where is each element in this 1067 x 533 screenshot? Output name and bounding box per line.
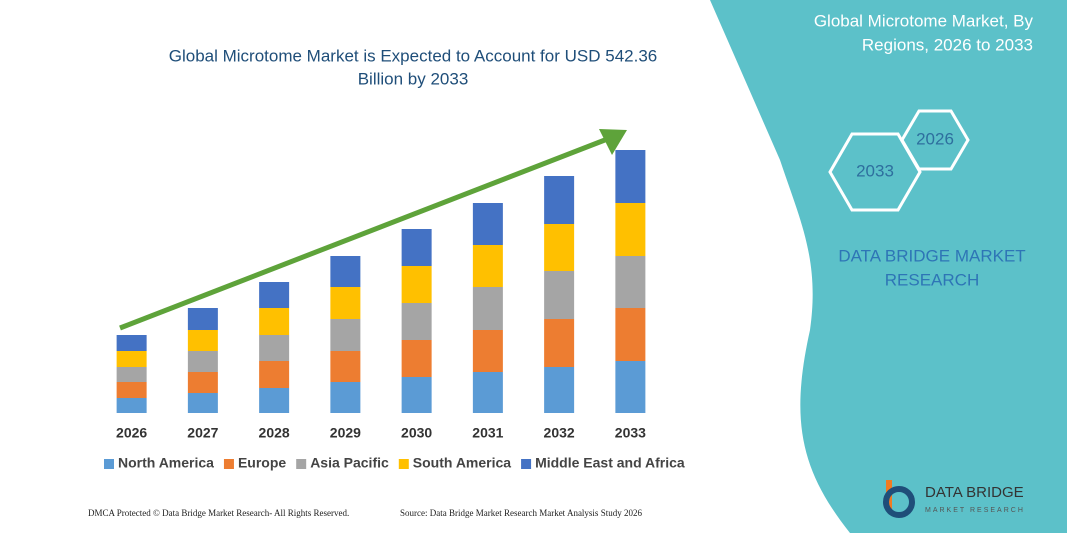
bar-segment	[116, 382, 147, 398]
legend-label: North America	[118, 455, 214, 471]
hexagon-label: 2026	[916, 129, 954, 148]
bar-segment	[615, 308, 646, 361]
panel-title: Global Microtome Market, By	[814, 11, 1034, 30]
logo-mark	[883, 486, 915, 518]
bar-segment	[472, 330, 503, 372]
footer-right: Source: Data Bridge Market Research Mark…	[400, 508, 642, 518]
bar-segment	[401, 229, 432, 266]
x-tick-label: 2027	[187, 425, 218, 441]
bar-segment	[401, 340, 432, 377]
bar-segment	[259, 308, 290, 335]
brand-text: DATA BRIDGE MARKET	[838, 246, 1025, 265]
brand-text: RESEARCH	[885, 270, 979, 289]
bar-segment	[259, 388, 290, 413]
bar-segment	[187, 308, 218, 330]
trend-arrow	[119, 135, 611, 331]
legend-label: South America	[413, 455, 511, 471]
side-panel	[710, 0, 1067, 533]
bar-segment	[401, 377, 432, 413]
legend-label: Asia Pacific	[310, 455, 389, 471]
x-tick-label: 2031	[472, 425, 503, 441]
bar-segment	[401, 266, 432, 303]
bar-segment	[544, 271, 575, 319]
bar-segment	[116, 367, 147, 382]
bar-segment	[259, 361, 290, 388]
x-tick-label: 2026	[116, 425, 147, 441]
legend-swatch	[104, 459, 114, 469]
bar-segment	[116, 335, 147, 351]
bar-segment	[330, 319, 361, 351]
bar-segment	[472, 245, 503, 287]
chart-title: Global Microtome Market is Expected to A…	[169, 46, 658, 65]
logo: DATA BRIDGE MARKET RESEARCH	[883, 480, 1025, 518]
footer-left: DMCA Protected © Data Bridge Market Rese…	[88, 508, 349, 518]
bar-segment	[187, 393, 218, 413]
bar-segment	[472, 287, 503, 330]
bar-segment	[330, 351, 361, 382]
x-tick-label: 2029	[330, 425, 361, 441]
bar-segment	[330, 287, 361, 319]
x-tick-label: 2033	[615, 425, 646, 441]
legend-swatch	[296, 459, 307, 469]
hexagon	[900, 109, 970, 171]
bar-segment	[615, 256, 646, 308]
hexagon	[828, 132, 922, 212]
bar-segment	[259, 282, 290, 308]
bar-segment	[330, 382, 361, 413]
bar-segment	[544, 224, 575, 271]
bar-segment	[615, 150, 646, 203]
hexagon-label: 2033	[856, 161, 894, 180]
bar-segment	[330, 256, 361, 287]
legend-swatch	[521, 459, 532, 469]
legend-label: Middle East and Africa	[535, 455, 685, 471]
chart-title: Billion by 2033	[358, 69, 469, 88]
bar-segment	[116, 351, 147, 367]
x-tick-label: 2028	[259, 425, 290, 441]
bar-segment	[187, 330, 218, 351]
legend-label: Europe	[238, 455, 286, 471]
logo-tagline: MARKET RESEARCH	[925, 507, 1025, 514]
bar-segment	[401, 303, 432, 340]
bar-segment	[187, 351, 218, 372]
bar-segment	[116, 398, 147, 413]
x-tick-label: 2030	[401, 425, 432, 441]
trend-arrow-head	[599, 129, 627, 155]
bar-segment	[472, 203, 503, 245]
panel-title: Regions, 2026 to 2033	[862, 35, 1033, 54]
bar-segment	[544, 176, 575, 224]
x-tick-label: 2032	[544, 425, 575, 441]
bar-segment	[187, 372, 218, 393]
legend-swatch	[223, 459, 234, 469]
bar-segment	[259, 335, 290, 361]
logo-name: DATA BRIDGE	[925, 484, 1024, 501]
bar-segment	[615, 361, 646, 413]
bar-segment	[544, 319, 575, 367]
bar-segment	[544, 367, 575, 413]
bar-segment	[615, 203, 646, 256]
legend-swatch	[398, 459, 409, 469]
bar-segment	[472, 372, 503, 413]
